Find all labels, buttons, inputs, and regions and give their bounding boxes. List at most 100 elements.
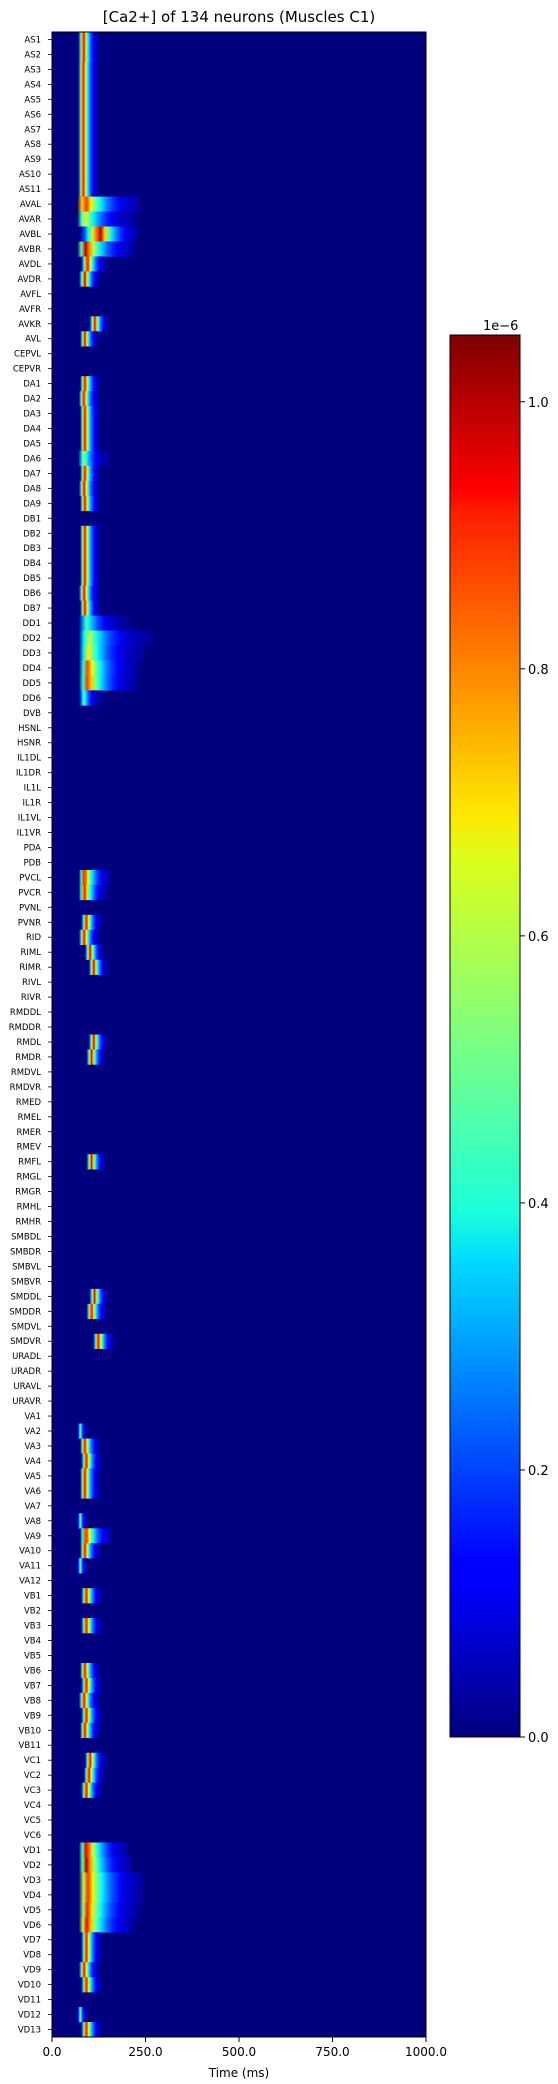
heatmap-row-pvcr: [78, 884, 107, 901]
heatmap-row-da7: [80, 465, 100, 482]
neuron-label-pda: PDA: [24, 843, 42, 853]
neuron-label-dd6: DD6: [23, 694, 42, 704]
neuron-label-vb5: VB5: [24, 1651, 41, 1661]
neuron-label-va10: VA10: [19, 1547, 41, 1557]
neuron-label-db4: DB4: [23, 559, 41, 569]
neuron-label-rmdl: RMDL: [16, 1038, 41, 1048]
heatmap-row-da4: [80, 421, 100, 437]
neuron-label-da9: DA9: [23, 499, 41, 509]
neuron-label-va3: VA3: [25, 1442, 42, 1452]
neuron-label-as1: AS1: [24, 35, 41, 45]
neuron-label-vb2: VB2: [24, 1607, 41, 1617]
neuron-label-rmhl: RMHL: [17, 1203, 42, 1213]
neuron-label-rmdr: RMDR: [15, 1053, 41, 1063]
colorbar: 1e−6 0.0 0.2 0.4 0.6 0.8 1.0: [449, 319, 549, 1746]
neuron-label-as11: AS11: [19, 185, 41, 195]
neuron-label-rmdvl: RMDVL: [11, 1068, 41, 1078]
neuron-label-vc5: VC5: [24, 1816, 41, 1826]
neuron-label-as7: AS7: [24, 125, 41, 135]
neuron-label-cepvr: CEPVR: [13, 365, 41, 375]
heatmap-row-rimr: [88, 959, 107, 975]
heatmap-row-avar: [77, 211, 137, 227]
neuron-label-dd3: DD3: [23, 649, 42, 659]
heatmap-row-as5: [78, 91, 99, 108]
neuron-label-da1: DA1: [23, 380, 41, 390]
neuron-label-da5: DA5: [23, 439, 41, 449]
heatmap-row-vb6: [80, 1662, 100, 1679]
neuron-label-avfl: AVFL: [20, 290, 41, 300]
heatmap-row-avdl: [81, 256, 107, 272]
neuron-label-va8: VA8: [25, 1517, 42, 1527]
neuron-label-pvcr: PVCR: [18, 888, 41, 898]
heatmap-row-avkr: [89, 316, 109, 332]
neuron-label-dvb: DVB: [23, 709, 41, 719]
heatmap-row-dd6: [78, 690, 103, 706]
heatmap-row-va3: [80, 1438, 100, 1454]
heatmap-row-va9: [80, 1528, 112, 1544]
heatmap-row-da2: [78, 391, 99, 407]
colorbar-gradient: [449, 334, 521, 1738]
neuron-label-pdb: PDB: [23, 858, 41, 868]
neuron-label-uradl: URADL: [12, 1352, 41, 1362]
heatmap-row-vd9: [78, 1962, 100, 1978]
neuron-label-va7: VA7: [25, 1502, 42, 1512]
heatmap-row-as4: [78, 76, 99, 93]
heatmap-row-va11: [77, 1558, 88, 1574]
neuron-label-il1vl: IL1VL: [18, 814, 41, 824]
x-tick-label: 500.0: [222, 2045, 256, 2059]
heatmap-row-avbr: [77, 241, 135, 257]
x-tick-label: 0.0: [42, 2045, 61, 2059]
heatmap-row-avdr: [78, 271, 100, 287]
heatmap-row-va5: [80, 1468, 100, 1484]
neuron-label-rmhr: RMHR: [15, 1218, 41, 1228]
neuron-label-vd10: VD10: [18, 1981, 41, 1991]
neuron-label-hsnr: HSNR: [17, 739, 41, 749]
neuron-label-vd12: VD12: [18, 2011, 41, 2021]
heatmap-row-as11: [78, 181, 99, 197]
neuron-label-as10: AS10: [19, 170, 41, 180]
heatmap-row-db2: [80, 525, 100, 542]
neuron-label-il1vr: IL1VR: [17, 829, 41, 839]
neuron-label-vb6: VB6: [24, 1666, 41, 1676]
heatmap-row-smddl: [89, 1288, 108, 1305]
heatmap-row-avl: [80, 331, 99, 347]
neuron-label-avar: AVAR: [19, 215, 41, 225]
neuron-label-avbl: AVBL: [19, 230, 41, 240]
neuron-label-vd11: VD11: [18, 1996, 41, 2006]
heatmap-row-db6: [78, 585, 100, 601]
heatmap-row-vd1: [78, 1842, 128, 1858]
neuron-label-as8: AS8: [24, 140, 41, 150]
x-tick-label: 1000.0: [405, 2045, 447, 2059]
heatmap-row-vb8: [78, 1692, 100, 1709]
heatmap-row-dd2: [78, 630, 152, 646]
neuron-label-smddr: SMDDR: [9, 1307, 41, 1317]
neuron-label-rid: RID: [26, 933, 41, 943]
neuron-label-rmev: RMEV: [17, 1143, 42, 1153]
neuron-label-pvcl: PVCL: [19, 873, 41, 883]
neuron-label-as4: AS4: [24, 80, 41, 90]
heatmap-row-vd5: [78, 1902, 139, 1918]
neuron-label-pvnr: PVNR: [18, 918, 41, 928]
neuron-label-riml: RIML: [21, 948, 42, 958]
heatmap-row-riml: [84, 944, 104, 960]
colorbar-tick-label: 0.6: [528, 930, 549, 945]
x-tick-label: 750.0: [315, 2045, 349, 2059]
heatmap-row-vd7: [81, 1932, 102, 1948]
neuron-label-vb7: VB7: [24, 1681, 41, 1691]
heatmap-row-as10: [78, 166, 99, 182]
heatmap-row-pvcl: [78, 869, 111, 886]
heatmap-row-da5: [80, 435, 100, 452]
heatmap-row-smdvr: [93, 1333, 114, 1350]
heatmap-row-db3: [80, 540, 100, 556]
neuron-label-avdl: AVDL: [19, 260, 42, 270]
neuron-label-pvnl: PVNL: [19, 903, 41, 913]
neuron-label-rmddl: RMDDL: [10, 1008, 41, 1018]
neuron-label-avdr: AVDR: [17, 275, 41, 285]
heatmap-row-da1: [80, 376, 100, 392]
neuron-label-vd8: VD8: [23, 1951, 41, 1961]
heatmap-row-va8: [77, 1513, 88, 1529]
heatmap-row-vd12: [77, 2007, 88, 2023]
x-axis: 0.0 250.0 500.0 750.0 1000.0: [42, 2037, 447, 2059]
neuron-label-vd7: VD7: [23, 1936, 41, 1946]
neuron-label-avkr: AVKR: [18, 320, 41, 330]
